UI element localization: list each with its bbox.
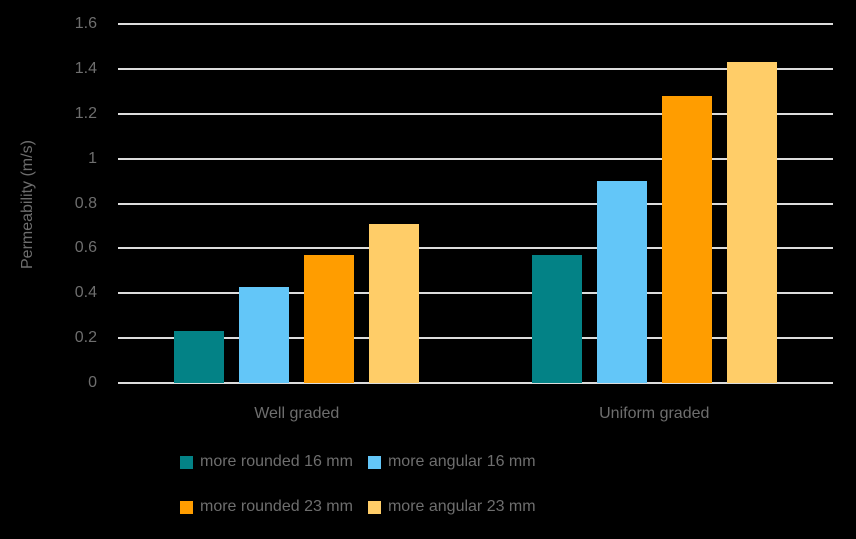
bar [239,287,289,383]
y-tick-label: 0 [88,374,97,391]
legend-item: more rounded 23 mm [180,498,353,516]
y-tick-label: 1.2 [74,104,97,122]
legend-swatch-icon [180,455,193,469]
bar [369,224,419,383]
y-tick-label: 0.8 [74,194,97,212]
gridline [118,247,833,250]
x-category-label: Uniform graded [599,405,710,422]
legend-row: more rounded 23 mm more angular 23 mm [180,494,551,520]
bar [597,181,647,383]
bar [304,255,354,383]
y-tick-label: 1.4 [74,59,97,77]
y-tick-label: 1.6 [74,15,97,32]
y-tick-label: 0.4 [74,284,97,302]
bar [532,255,582,383]
gridline [118,202,833,205]
legend-swatch-icon [367,500,381,514]
gridline [118,112,833,115]
bar [174,331,224,383]
legend: more rounded 16 mm more angular 16 mm more… [180,449,551,539]
legend-item: more angular 16 mm [367,453,536,471]
gridline [118,337,833,340]
y-tick-label: 1 [88,149,97,167]
legend-item: more angular 23 mm [367,498,536,516]
gridline [118,23,833,25]
legend-item: more rounded 16 mm [180,453,353,471]
gridline [118,67,833,70]
legend-swatch-icon [367,455,381,469]
legend-row: more rounded 16 mm more angular 16 mm [180,449,551,475]
bar [662,96,712,383]
legend-label: more angular 23 mm [387,498,536,515]
x-axis-line [118,382,833,384]
gridline [118,157,833,160]
legend-label: more angular 16 mm [387,453,536,470]
bar [727,62,777,383]
y-tick-label: 0.2 [74,329,97,347]
legend-label: more rounded 16 mm [200,453,353,470]
x-category-label: Well graded [254,405,340,422]
legend-label: more rounded 23 mm [200,498,353,515]
y-tick-label: 0.6 [74,239,97,257]
legend-swatch-icon [180,500,193,514]
gridline [118,292,833,295]
